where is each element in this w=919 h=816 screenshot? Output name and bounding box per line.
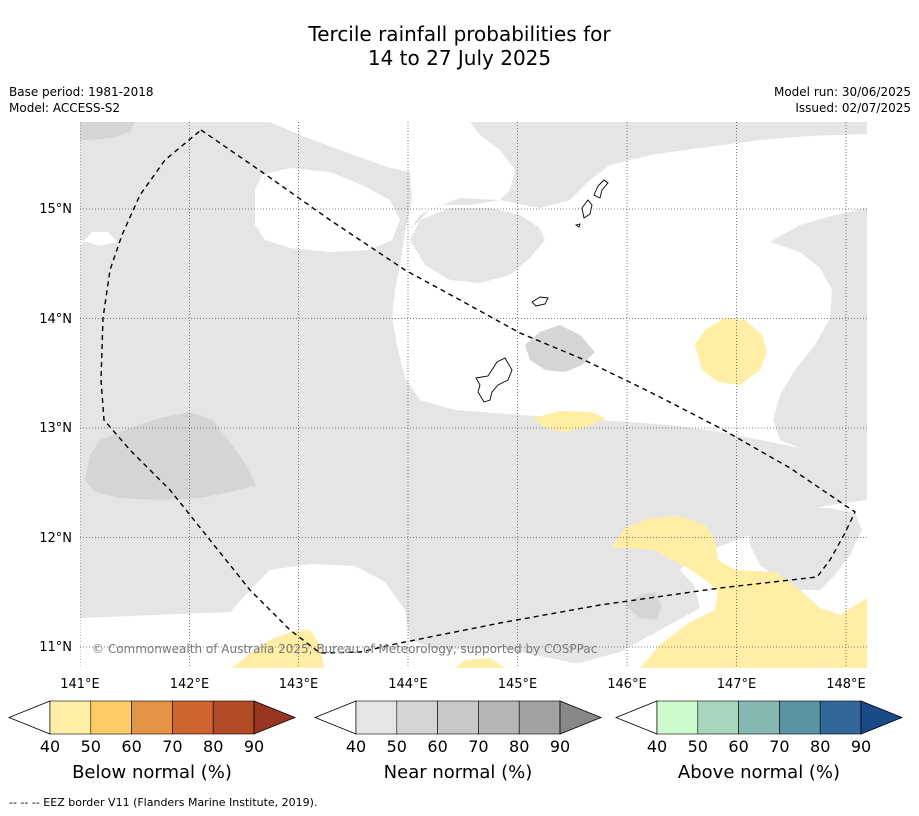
below-normal-region-east <box>695 318 767 385</box>
lon-label-142: 142°E <box>170 677 210 692</box>
colorbar-near-tick: 60 <box>427 737 447 756</box>
colorbar-below-segment <box>172 700 214 735</box>
colorbar-above-segment <box>697 700 739 735</box>
colorbar-near-tick: 50 <box>387 737 407 756</box>
colorbar-above-high-extend <box>860 700 904 735</box>
colorbar-below-tick: 70 <box>162 737 182 756</box>
lat-label-12: 12°N <box>39 531 72 546</box>
colorbar-near-tick: 90 <box>550 737 570 756</box>
white-cutout-2 <box>80 232 117 246</box>
colorbar-above: 40 50 60 70 80 90 Above normal (%) <box>614 700 904 783</box>
near-normal-region-50-south <box>625 592 662 620</box>
near-normal-region-50-center <box>525 325 595 372</box>
colorbar-below-segment <box>49 700 92 735</box>
colorbar-above-segment <box>656 700 699 735</box>
near-normal-region-50-west <box>85 412 256 500</box>
near-normal-region-north <box>410 122 867 230</box>
lon-label-146: 146°E <box>607 677 647 692</box>
lon-label-141: 141°E <box>60 677 100 692</box>
colorbar-below-low-extend <box>7 700 51 735</box>
colorbar-below-title: Below normal (%) <box>72 762 232 783</box>
below-normal-region-south <box>232 630 324 668</box>
model-run: Model run: 30/06/2025 <box>773 85 911 99</box>
near-normal-region-east <box>770 208 867 460</box>
meta-right: Model run: 30/06/2025 Issued: 02/07/2025 <box>774 84 911 116</box>
colorbar-above-tick: 70 <box>769 737 789 756</box>
longitude-labels: 141°E 142°E 143°E 144°E 145°E 146°E 147°… <box>60 677 866 692</box>
near-normal-region-central <box>410 208 545 283</box>
colorbar-near-tick: 40 <box>346 737 366 756</box>
copyright-text: © Commonwealth of Australia 2025, Bureau… <box>92 642 597 656</box>
island-outlines <box>475 179 609 403</box>
lon-label-145: 145°E <box>498 677 538 692</box>
chart-title: Tercile rainfall probabilities for 14 to… <box>0 22 919 70</box>
colorbar-near-segment <box>518 700 561 735</box>
colorbar-below-high-extend <box>253 700 297 735</box>
title-line-2: 14 to 27 July 2025 <box>367 46 552 70</box>
below-normal-region-center <box>533 411 606 432</box>
gridlines <box>80 122 867 668</box>
colorbar-near-tick: 80 <box>509 737 529 756</box>
lat-label-13: 13°N <box>39 421 72 436</box>
colorbar-below-segment <box>212 700 255 735</box>
lon-label-143: 143°E <box>279 677 319 692</box>
colorbar-above-title: Above normal (%) <box>678 762 840 783</box>
colorbar-near-segment <box>355 700 398 735</box>
eez-footnote: -- -- -- EEZ border V11 (Flanders Marine… <box>9 796 318 809</box>
lat-label-11: 11°N <box>39 640 72 655</box>
colorbar-above-low-extend <box>614 700 658 735</box>
colorbar-below-tick: 50 <box>81 737 101 756</box>
colorbar-above-tick: 40 <box>647 737 667 756</box>
colorbar-above-tick: 90 <box>851 737 871 756</box>
colorbar-below-tick: 60 <box>121 737 141 756</box>
eez-border <box>100 129 856 654</box>
meta-left: Base period: 1981-2018 Model: ACCESS-S2 <box>9 84 154 116</box>
colorbar-above-tick: 80 <box>810 737 830 756</box>
colorbar-below-segment <box>90 700 132 735</box>
colorbar-near-tick: 70 <box>468 737 488 756</box>
island-saipan <box>593 179 609 199</box>
white-cutout-south <box>80 564 600 668</box>
lon-label-144: 144°E <box>388 677 428 692</box>
colorbar-below: 40 50 60 70 80 90 Below normal (%) <box>7 700 297 783</box>
lat-label-15: 15°N <box>39 202 72 217</box>
issued-date: Issued: 02/07/2025 <box>795 101 911 115</box>
title-line-1: Tercile rainfall probabilities for <box>308 22 611 46</box>
colorbar-below-tick: 80 <box>203 737 223 756</box>
colorbar-below-tick: 90 <box>244 737 264 756</box>
lat-label-14: 14°N <box>39 312 72 327</box>
colorbar-above-segment <box>738 700 780 735</box>
colorbars: 40 50 60 70 80 90 Below normal (%) 40 50 60 70 80 90… <box>7 700 904 783</box>
latitude-labels: 15°N 14°N 13°N 12°N 11°N <box>39 202 72 655</box>
base-period: Base period: 1981-2018 <box>9 85 154 99</box>
colorbar-above-tick: 50 <box>688 737 708 756</box>
map-area: © Commonwealth of Australia 2025, Bureau… <box>80 122 867 668</box>
island-aguijan <box>574 223 581 228</box>
lon-label-147: 147°E <box>717 677 757 692</box>
island-rota <box>531 296 549 307</box>
colorbar-above-segment <box>779 700 821 735</box>
near-normal-region-southeast <box>750 508 862 590</box>
colorbar-near-low-extend <box>313 700 357 735</box>
below-normal-region-southeast <box>612 516 867 668</box>
island-tinian <box>581 199 593 219</box>
colorbar-near: 40 50 60 70 80 90 Near normal (%) <box>313 700 603 783</box>
model-name: Model: ACCESS-S2 <box>9 101 121 115</box>
near-normal-region-50-nw <box>80 122 135 140</box>
colorbar-below-segment <box>131 700 173 735</box>
white-cutout-1 <box>255 168 400 252</box>
island-guam <box>475 357 513 403</box>
colorbar-near-segment <box>478 700 520 735</box>
colorbar-above-tick: 60 <box>728 737 748 756</box>
below-normal-region-south-b <box>455 658 505 668</box>
colorbar-near-segment <box>437 700 479 735</box>
lon-label-148: 148°E <box>826 677 866 692</box>
colorbar-near-segment <box>396 700 438 735</box>
colorbar-above-segment <box>819 700 862 735</box>
colorbar-below-tick: 40 <box>40 737 60 756</box>
colorbar-near-title: Near normal (%) <box>384 762 533 783</box>
colorbar-near-high-extend <box>559 700 603 735</box>
